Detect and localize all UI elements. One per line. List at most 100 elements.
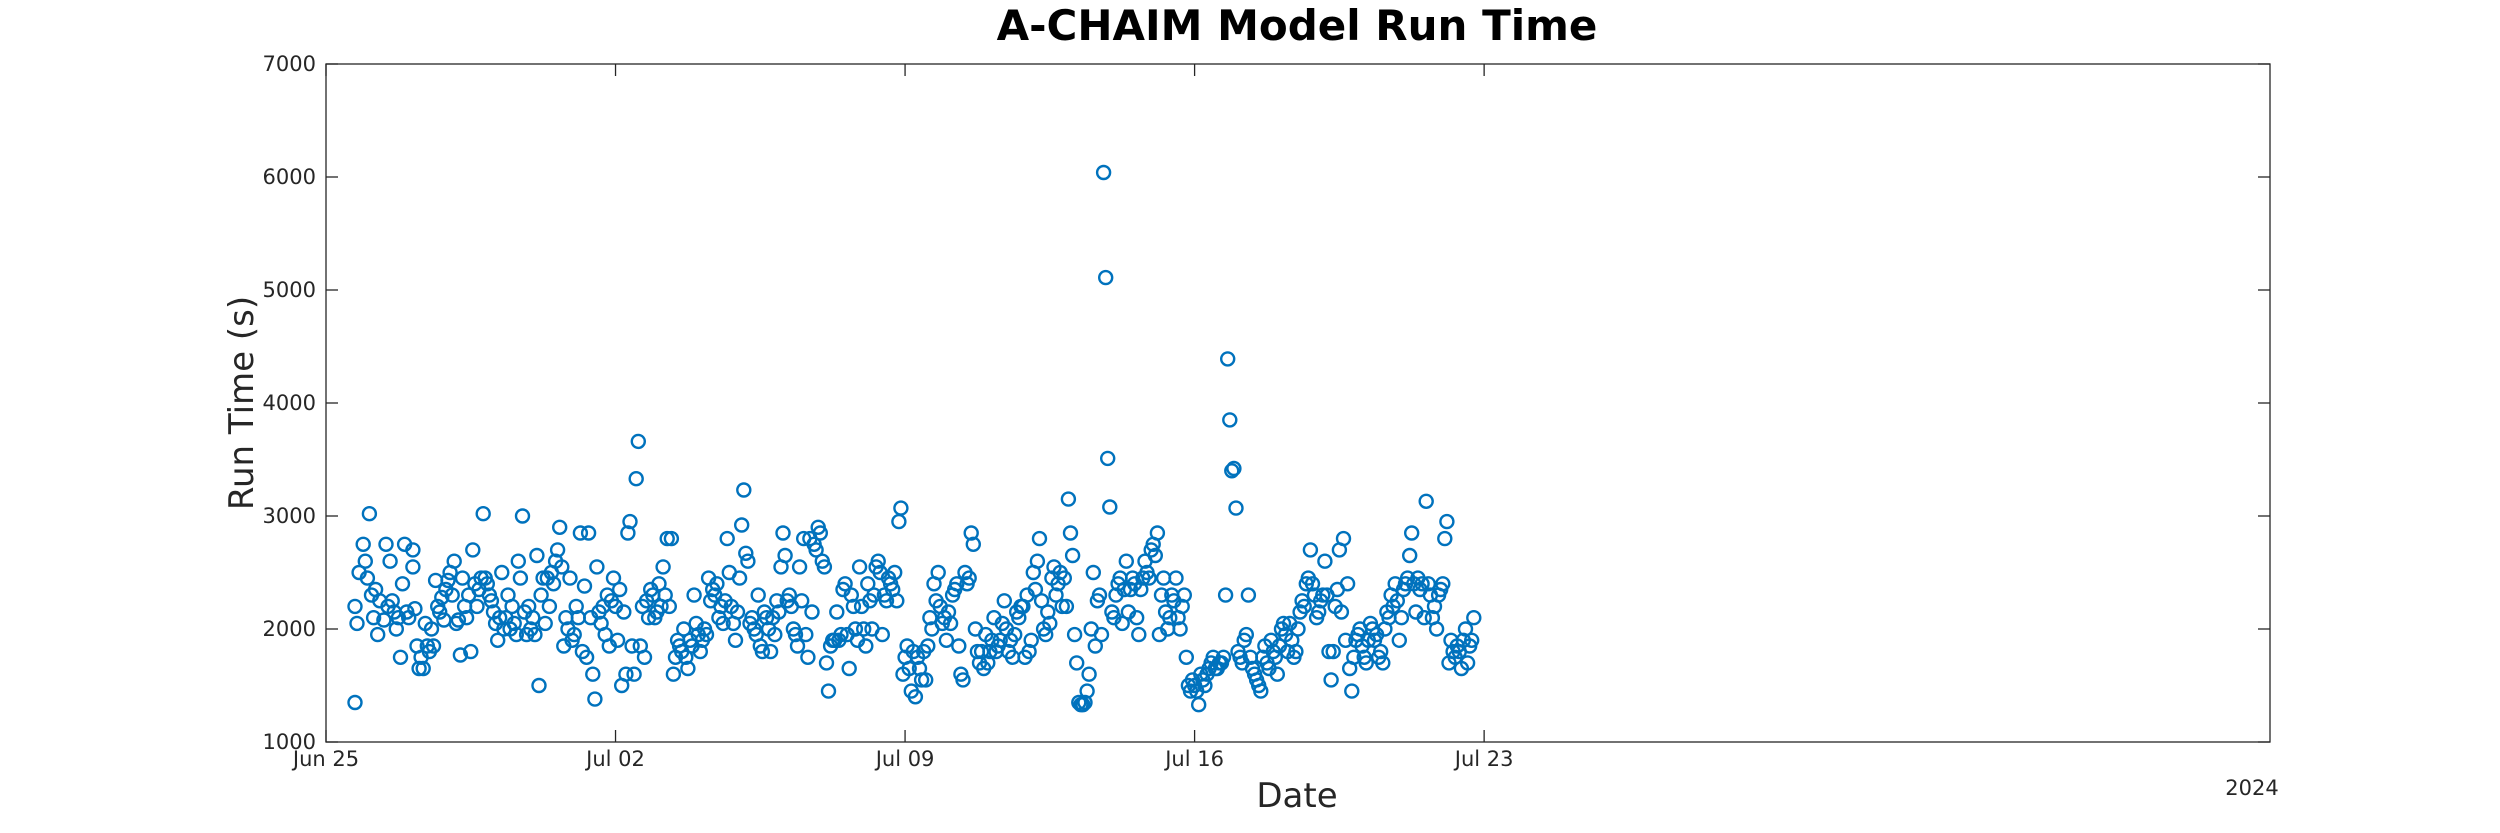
data-point [566,626,582,643]
data-point [680,660,696,677]
data-point [1162,610,1178,626]
data-point [469,598,485,615]
data-point [450,612,467,628]
data-point [1418,493,1434,509]
data-point [394,576,411,592]
data-point [355,536,371,552]
data-point [1403,525,1420,541]
data-point [891,513,907,530]
data-point [907,689,924,705]
data-point [1068,655,1085,671]
data-point [531,677,547,694]
data-point [370,626,386,643]
data-point [1141,570,1157,586]
data-point [812,525,828,541]
data-point [731,570,748,586]
data-point [1346,649,1362,665]
data-point [686,587,702,603]
data-point [698,626,715,643]
data-point [918,672,934,688]
data-point [618,666,634,682]
data-point [771,604,787,620]
data-point [562,570,578,586]
data-point [533,587,549,603]
data-point [1288,643,1304,660]
data-point [1197,677,1213,694]
data-point [655,559,671,575]
data-point [1155,570,1172,586]
data-point [1375,655,1391,671]
data-point [357,553,373,569]
data-point [1420,576,1437,592]
data-point [1153,587,1170,603]
axis-ticks: 1000 2000 3000 4000 5000 6000 7000 Jun 25 Jul 02… [263,52,2270,771]
data-point [692,643,708,660]
data-point [922,610,938,626]
data-point [860,576,876,592]
data-point [837,576,853,592]
data-point [1222,412,1238,428]
data-point [589,559,605,575]
data-point [820,683,837,699]
data-point [791,559,808,575]
data-point [463,643,479,660]
data-point [1339,576,1356,592]
data-point [349,615,365,632]
data-point [866,587,882,603]
data-point [1021,643,1037,660]
data-point [1228,500,1244,516]
data-point [1435,576,1451,592]
data-point [818,655,835,671]
data-point [1439,513,1455,530]
data-point [794,593,810,609]
data-point [622,513,638,530]
data-point [955,672,971,688]
data-point [787,626,804,643]
data-point [425,638,442,654]
data-point [938,632,955,648]
data-point [1118,553,1135,569]
data-point [965,536,981,552]
data-point [1389,593,1406,609]
data-point [1040,604,1056,620]
data-point [1048,587,1064,603]
data-point [963,525,979,541]
y-tick-label: 6000 [263,165,316,189]
data-point [444,587,460,603]
data-point [514,508,531,524]
data-point [973,643,990,660]
data-point [1042,615,1058,632]
data-point [870,553,886,569]
data-point [630,433,646,450]
data-point [1414,576,1430,592]
data-point [359,570,376,586]
data-point [541,598,558,615]
data-point [376,612,392,628]
data-point [750,587,766,603]
data-point [804,604,820,620]
data-point [388,621,404,637]
data-point [405,542,421,558]
x-axis-label: Date [1256,776,1337,816]
data-point [1149,525,1166,541]
data-point [738,545,754,561]
data-point [1095,164,1112,181]
data-point [1428,621,1445,637]
data-point [715,615,731,632]
data-point [525,610,541,626]
data-point [545,576,562,592]
data-points [347,164,1482,713]
data-point [1302,542,1319,558]
data-point [636,649,653,665]
data-point [510,553,526,569]
data-point [678,649,694,665]
data-point [1075,697,1091,713]
data-point [1033,593,1050,609]
data-point [628,471,644,487]
y-axis-label: Run Time (s) [222,296,262,510]
data-point [527,626,543,643]
data-point [1102,499,1118,515]
data-point [1093,626,1110,643]
data-point [1337,632,1354,648]
data-point [1060,491,1077,507]
